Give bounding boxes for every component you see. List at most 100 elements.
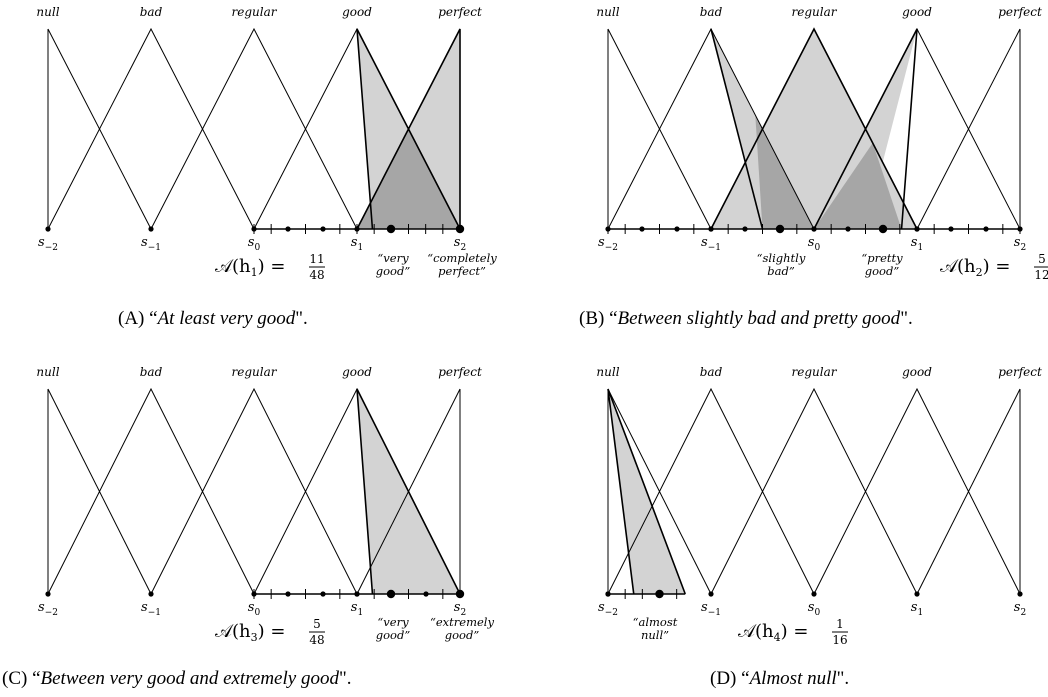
scale-dot bbox=[320, 591, 326, 597]
measure-denominator: 48 bbox=[309, 268, 324, 282]
term-label: bad bbox=[140, 5, 163, 19]
membership-function-regular bbox=[150, 27, 358, 230]
caption-text: Between slightly bad and pretty good bbox=[617, 308, 901, 329]
membership-function-bad bbox=[607, 387, 815, 595]
scale-dot-large bbox=[455, 589, 465, 599]
axis-point-label: s−2 bbox=[598, 600, 618, 618]
term-label: regular bbox=[792, 5, 838, 19]
scale-dot bbox=[320, 226, 326, 232]
axis-point-dot bbox=[148, 226, 154, 232]
envelope-outline bbox=[356, 28, 461, 230]
scale-dot-large bbox=[455, 224, 465, 234]
scale-dot bbox=[811, 226, 817, 232]
scale-dot-large bbox=[386, 224, 396, 234]
caption-a: (A) “At least very good". bbox=[118, 308, 308, 329]
membership-function-perfect bbox=[916, 28, 1021, 230]
scale-dot bbox=[639, 226, 645, 232]
term-label: perfect bbox=[438, 365, 482, 379]
shaded-region bbox=[814, 143, 902, 229]
term-label: regular bbox=[232, 365, 278, 379]
term-label: perfect bbox=[998, 5, 1042, 19]
scale-dot bbox=[285, 226, 291, 232]
axis-point-label: s0 bbox=[248, 600, 261, 618]
term-label: null bbox=[596, 365, 619, 379]
term-annotation: good” bbox=[376, 628, 411, 642]
axis-point-dot bbox=[1017, 591, 1023, 597]
term-label: null bbox=[36, 5, 59, 19]
scale-dot bbox=[708, 226, 714, 232]
measure-denominator: 12 bbox=[1034, 268, 1048, 282]
envelope-outline bbox=[710, 28, 764, 230]
axis-point-dot bbox=[45, 591, 51, 597]
envelope-outline bbox=[813, 28, 918, 230]
scale-dot bbox=[423, 591, 429, 597]
axis-point-dot bbox=[148, 591, 154, 597]
axis-point-label: s−2 bbox=[38, 235, 58, 253]
caption-text: At least very good bbox=[157, 308, 296, 329]
term-label: bad bbox=[140, 365, 163, 379]
measure-numerator: 5 bbox=[313, 617, 321, 631]
membership-function-regular bbox=[150, 387, 358, 595]
envelope-outline bbox=[607, 388, 686, 595]
scale-dot bbox=[605, 591, 611, 597]
scale-dot bbox=[914, 226, 920, 232]
term-annotation: “slightly bbox=[757, 251, 806, 265]
panel-d: null bad regular good perfect s−2 s−1 s0 s1 s2 “al… bbox=[596, 365, 1042, 647]
term-annotation: “almost bbox=[633, 615, 678, 629]
term-label: regular bbox=[232, 5, 278, 19]
panel-b: null bad regular good perfect s−2 s−1 s0 s1 s2 “sl… bbox=[596, 5, 1048, 282]
caption-text: Almost null bbox=[749, 668, 837, 689]
envelope-outline bbox=[356, 388, 461, 595]
measure-numerator: 5 bbox=[1038, 252, 1046, 266]
caption-d: (D) “Almost null". bbox=[710, 668, 850, 689]
term-annotation: “extremely bbox=[430, 615, 494, 629]
measure-expression: 𝒜(h4) = bbox=[738, 621, 808, 644]
caption-label: (C) bbox=[2, 668, 28, 689]
scale-dot-large bbox=[655, 589, 664, 599]
term-annotation: good” bbox=[445, 628, 480, 642]
axis-point-label: s1 bbox=[911, 600, 923, 618]
term-annotation: “pretty bbox=[861, 251, 903, 265]
scale-dot bbox=[845, 226, 851, 232]
measure-expression: 𝒜(h3) = bbox=[215, 621, 285, 644]
term-label: regular bbox=[792, 365, 838, 379]
axis-point-label: s2 bbox=[1014, 235, 1026, 253]
axis-point-label: s2 bbox=[1014, 600, 1026, 618]
axis-point-label: s−1 bbox=[701, 600, 721, 618]
term-annotation: “very bbox=[377, 251, 409, 265]
axis-point-dot bbox=[914, 591, 920, 597]
scale-dot bbox=[354, 591, 360, 597]
scale-dot bbox=[948, 226, 954, 232]
scale-dot-large bbox=[775, 224, 785, 234]
axis-point-label: s−1 bbox=[141, 235, 161, 253]
caption-text: Between very good and extremely good bbox=[40, 668, 339, 689]
caption-label: (D) bbox=[710, 668, 737, 689]
term-annotation: perfect” bbox=[438, 264, 486, 278]
term-annotation: “very bbox=[377, 615, 409, 629]
term-label: good bbox=[342, 5, 372, 19]
membership-function-good bbox=[813, 387, 1021, 595]
axis-point-label: s1 bbox=[911, 235, 923, 253]
term-label: good bbox=[902, 5, 932, 19]
axis-point-label: s0 bbox=[808, 235, 821, 253]
term-annotation: good” bbox=[865, 264, 900, 278]
axis-point-label: s−2 bbox=[598, 235, 618, 253]
axis-point-label: s0 bbox=[248, 235, 261, 253]
axis-point-label: s0 bbox=[808, 600, 821, 618]
membership-function-regular bbox=[710, 387, 918, 595]
membership-function-bad bbox=[47, 387, 255, 595]
shaded-region bbox=[357, 129, 460, 229]
axis-point-dot bbox=[811, 591, 817, 597]
scale-dot-large bbox=[386, 589, 396, 599]
axis-point-label: s−1 bbox=[701, 235, 721, 253]
caption-c: (C) “Between very good and extremely goo… bbox=[2, 668, 352, 689]
scale-dot bbox=[742, 226, 748, 232]
axis-point-dot bbox=[708, 591, 714, 597]
term-annotation: “completely bbox=[427, 251, 497, 265]
caption-b: (B) “Between slightly bad and pretty goo… bbox=[579, 308, 913, 329]
term-annotation: null” bbox=[641, 628, 669, 642]
measure-denominator: 16 bbox=[832, 633, 847, 647]
